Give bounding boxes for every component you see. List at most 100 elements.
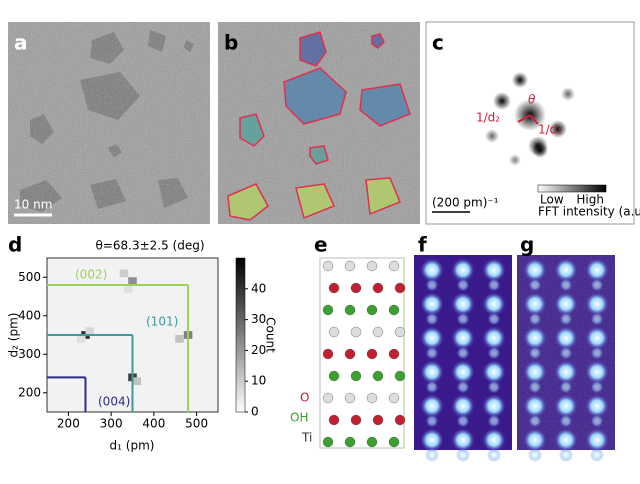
lattice-spot <box>451 428 475 452</box>
colorbar <box>235 257 246 413</box>
lattice-spot <box>487 380 501 394</box>
atom <box>372 414 384 426</box>
colorbar-label: Count <box>264 317 278 353</box>
lattice-spot <box>456 278 470 292</box>
scale-bar-label: 10 nm <box>14 198 52 212</box>
panel-a-image <box>8 22 210 224</box>
x-tick-label: 400 <box>142 417 165 431</box>
scale-bar-label: (200 pm)⁻¹ <box>432 196 499 210</box>
lattice-spot <box>585 292 609 316</box>
atom <box>388 348 400 360</box>
atom-label: Ti <box>301 431 312 445</box>
panel-label: e <box>314 233 328 257</box>
lattice-spot <box>523 258 547 282</box>
lattice-spot <box>425 380 439 394</box>
atom-label: O <box>300 391 309 405</box>
lattice-spot <box>487 312 501 326</box>
atom <box>328 326 340 338</box>
y-axis-label: d₂ (pm) <box>7 313 21 358</box>
atom <box>328 414 340 426</box>
lattice-spot <box>451 360 475 384</box>
inv-d1-label: 1/d₁ <box>538 123 562 137</box>
lattice-spot <box>590 448 604 462</box>
lattice-spot <box>487 448 501 462</box>
guide-label: (101) <box>146 315 178 329</box>
atom <box>344 392 356 404</box>
lattice-spot <box>482 394 506 418</box>
lattice-spot <box>523 360 547 384</box>
y-tick-label: 200 <box>18 385 41 399</box>
lattice-spot <box>456 380 470 394</box>
lattice-spot <box>487 346 501 360</box>
heatmap-cell <box>128 277 137 285</box>
lattice-spot <box>451 326 475 350</box>
panel-label: c <box>432 31 444 55</box>
lattice-spot <box>528 380 542 394</box>
lattice-spot <box>554 360 578 384</box>
atom <box>350 370 362 382</box>
atom <box>350 282 362 294</box>
guide-label: (002) <box>75 268 107 282</box>
heatmap-cell <box>76 335 86 343</box>
atom <box>372 282 384 294</box>
lattice-spot <box>554 258 578 282</box>
lattice-spot <box>425 414 439 428</box>
atom <box>388 436 400 448</box>
lattice-spot <box>523 292 547 316</box>
colorbar-tick-label: 10 <box>251 374 266 388</box>
panel-label: f <box>418 233 427 257</box>
lattice-spot <box>451 258 475 282</box>
panel-c-fft <box>425 21 635 225</box>
y-tick-label: 500 <box>18 270 41 284</box>
lattice-spot <box>420 394 444 418</box>
lattice-spot <box>451 292 475 316</box>
lattice-spot <box>528 312 542 326</box>
lattice-spot <box>482 360 506 384</box>
atom <box>322 304 334 316</box>
panel-e-structure <box>319 257 406 449</box>
atom <box>344 304 356 316</box>
colorbar-tick-label: 40 <box>251 281 266 295</box>
colorbar-label: FFT intensity (a.u.) <box>538 205 640 219</box>
lattice-spot <box>528 414 542 428</box>
lattice-spot <box>425 278 439 292</box>
heatmap-cell <box>119 269 129 278</box>
lattice-spot <box>456 312 470 326</box>
atom <box>322 260 334 272</box>
atom <box>366 348 378 360</box>
y-tick-label: 300 <box>18 347 41 361</box>
lattice-spot <box>585 360 609 384</box>
atom <box>322 436 334 448</box>
colorbar-tick-label: 0 <box>251 405 259 419</box>
lattice-spot <box>425 346 439 360</box>
lattice-spot <box>590 380 604 394</box>
panel-g-image <box>517 255 615 462</box>
lattice-spot <box>528 346 542 360</box>
panel-label: d <box>8 233 22 257</box>
atom <box>322 348 334 360</box>
lattice-spot <box>456 414 470 428</box>
panel-label: a <box>14 31 28 55</box>
atom <box>372 370 384 382</box>
lattice-spot <box>559 312 573 326</box>
lattice-spot <box>482 258 506 282</box>
lattice-spot <box>590 278 604 292</box>
x-axis-label: d₁ (pm) <box>110 439 155 453</box>
lattice-spot <box>554 326 578 350</box>
lattice-spot <box>425 312 439 326</box>
lattice-spot <box>523 326 547 350</box>
atom <box>394 282 406 294</box>
lattice-spot <box>554 292 578 316</box>
lattice-spot <box>559 414 573 428</box>
lattice-spot <box>523 394 547 418</box>
panel-label: b <box>224 31 238 55</box>
lattice-spot <box>585 428 609 452</box>
atom <box>388 260 400 272</box>
lattice-spot <box>590 312 604 326</box>
lattice-spot <box>585 326 609 350</box>
heatmap-cell <box>123 284 133 293</box>
atom <box>388 304 400 316</box>
guide-label: (004) <box>98 395 130 409</box>
lattice-spot <box>585 258 609 282</box>
